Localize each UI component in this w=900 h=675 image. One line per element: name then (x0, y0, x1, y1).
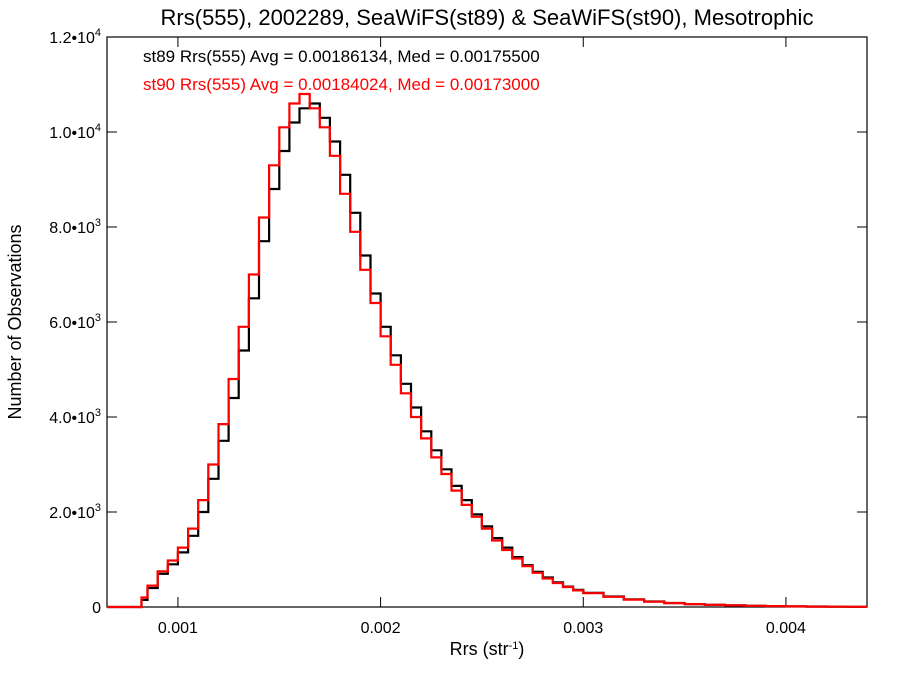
legend: st89 Rrs(555) Avg = 0.00186134, Med = 0.… (143, 47, 540, 94)
x-axis-label-main: Rrs (str (450, 639, 509, 659)
y-tick-exponent: 3 (95, 502, 101, 514)
y-tick-mantissa: 0 (92, 600, 101, 617)
x-tick-label: 0.003 (563, 620, 603, 637)
series-st90-histogram (107, 92, 867, 609)
y-axis: 02.0•1034.0•1036.0•1038.0•1031.0•1041.2•… (49, 27, 867, 617)
y-axis-label: Number of Observations (5, 224, 25, 419)
x-axis-label-sup: -1 (509, 640, 519, 652)
x-tick-label: 0.002 (361, 620, 401, 637)
y-tick-mantissa: 2.0•10 (49, 505, 95, 522)
x-axis-label: Rrs (str-1) (450, 639, 525, 659)
legend-entry-1: st89 Rrs(555) Avg = 0.00186134, Med = 0.… (143, 47, 540, 66)
y-tick-label: 1.2•104 (49, 27, 101, 47)
chart-title: Rrs(555), 2002289, SeaWiFS(st89) & SeaWi… (161, 5, 814, 30)
y-tick-label: 0 (92, 600, 101, 617)
y-tick-exponent: 4 (95, 122, 101, 134)
legend-entry-2: st90 Rrs(555) Avg = 0.00184024, Med = 0.… (143, 75, 540, 94)
y-tick-exponent: 3 (95, 407, 101, 419)
y-tick-mantissa: 1.0•10 (49, 125, 95, 142)
x-tick-label: 0.001 (158, 620, 198, 637)
y-tick-label: 1.0•104 (49, 122, 101, 142)
y-tick-mantissa: 6.0•10 (49, 315, 95, 332)
y-tick-mantissa: 4.0•10 (49, 410, 95, 427)
series-layer (107, 92, 867, 609)
y-tick-label: 4.0•103 (49, 407, 101, 427)
series-st89-histogram (107, 102, 867, 609)
y-tick-exponent: 3 (95, 217, 101, 229)
x-tick-label: 0.004 (766, 620, 806, 637)
x-axis-label-tail: ) (518, 639, 524, 659)
x-axis: 0.001 0.002 0.003 0.004 (158, 37, 806, 637)
y-tick-mantissa: 1.2•10 (49, 30, 95, 47)
plot-frame (106, 36, 868, 608)
y-tick-exponent: 4 (95, 27, 101, 39)
y-tick-label: 6.0•103 (49, 312, 101, 332)
y-tick-exponent: 3 (95, 312, 101, 324)
y-tick-mantissa: 8.0•10 (49, 220, 95, 237)
y-tick-label: 8.0•103 (49, 217, 101, 237)
y-tick-label: 2.0•103 (49, 502, 101, 522)
